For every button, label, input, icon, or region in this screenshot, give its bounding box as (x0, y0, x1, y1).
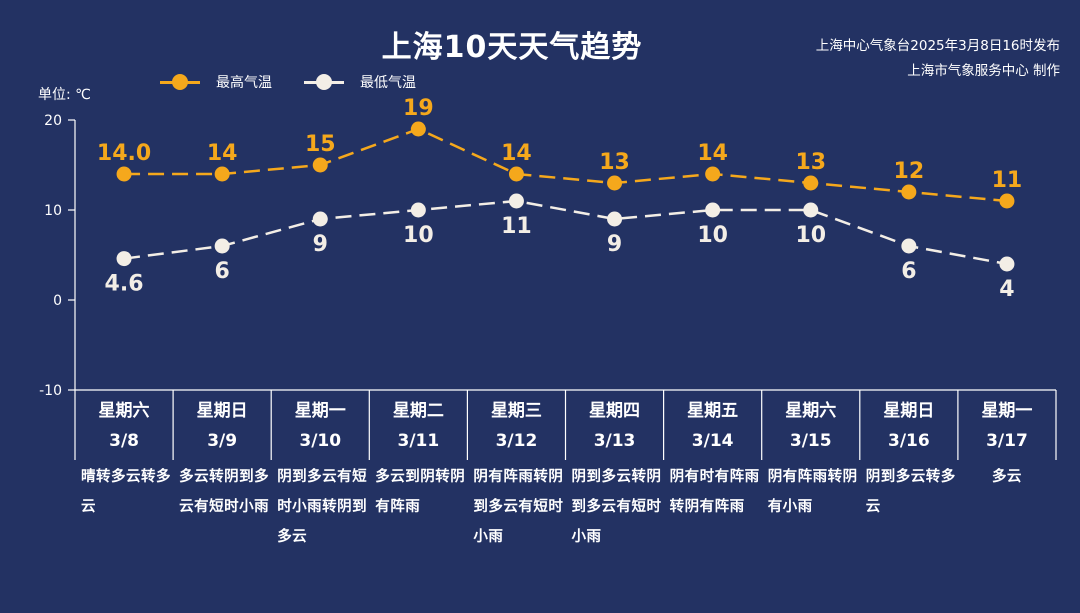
low-temp-line (123, 199, 1008, 266)
publish-time: 上海中心气象台2025年3月8日16时发布 (815, 38, 1060, 54)
data-label: 4 (999, 277, 1014, 302)
data-label: 9 (607, 232, 622, 257)
data-label: 14 (697, 141, 728, 166)
weather-description: 阴到多云转多云 (865, 469, 956, 515)
unit-label: 单位: ℃ (38, 87, 91, 103)
high-temp-line (124, 127, 1008, 203)
data-label: 14 (207, 141, 238, 166)
date-label: 3/13 (593, 431, 636, 451)
low-line-marker-icon (304, 74, 344, 90)
data-label: 10 (403, 223, 434, 248)
data-label: 19 (403, 96, 434, 121)
data-label: 6 (901, 259, 916, 284)
day-cell: 星期二 3/11 (369, 392, 467, 460)
weather-description: 阴到多云转阴到多云有短时小雨 (571, 469, 662, 545)
weekday-label: 星期日 (196, 401, 248, 421)
weather-description: 阴有阵雨转阴到多云有短时小雨 (473, 469, 564, 545)
date-label: 3/14 (691, 431, 734, 451)
producer: 上海市气象服务中心 制作 (907, 63, 1060, 79)
y-tick-label: 0 (53, 293, 62, 309)
data-point[interactable] (901, 184, 917, 200)
weekday-label: 星期六 (98, 401, 150, 421)
date-label: 3/10 (299, 431, 342, 451)
data-label: 10 (795, 223, 826, 248)
date-label: 3/17 (986, 431, 1028, 451)
day-cell: 星期六 3/15 (762, 392, 860, 460)
weekday-label: 星期二 (392, 401, 444, 421)
data-label: 9 (313, 232, 328, 257)
weather-description: 晴转多云转多云 (81, 469, 171, 515)
data-label: 13 (599, 150, 630, 175)
data-point[interactable] (116, 166, 132, 182)
day-cell: 星期一 3/17 (958, 392, 1056, 460)
weekday-label: 星期三 (490, 401, 542, 421)
weekday-label: 星期日 (883, 401, 935, 421)
data-point[interactable] (508, 166, 524, 182)
data-point[interactable] (803, 202, 819, 218)
weather-description: 多云到阴转阴有阵雨 (375, 469, 466, 515)
weather-description: 阴到多云有短时小雨转阴到多云 (277, 469, 368, 545)
data-label: 14 (501, 141, 532, 166)
date-label: 3/15 (789, 431, 832, 451)
weather-description: 多云转阴到多云有短时小雨 (179, 469, 270, 515)
day-cell: 星期一 3/10 (271, 392, 369, 460)
y-tick-label: -10 (39, 383, 62, 399)
legend-label-low: 最低气温 (360, 75, 416, 91)
data-point[interactable] (116, 251, 132, 267)
day-cell: 星期三 3/12 (467, 392, 565, 460)
data-point[interactable] (214, 166, 230, 182)
date-label: 3/9 (207, 431, 238, 451)
chart-title: 上海10天天气趋势 (381, 30, 643, 65)
weekday-label: 星期一 (981, 401, 1033, 421)
weekday-label: 星期四 (589, 401, 641, 421)
data-point[interactable] (410, 121, 426, 137)
legend-item-high[interactable]: 最高气温 (160, 72, 272, 92)
legend-item-low[interactable]: 最低气温 (304, 72, 416, 92)
data-point[interactable] (803, 175, 819, 191)
data-point[interactable] (312, 157, 328, 173)
day-cell: 星期五 3/14 (664, 392, 762, 460)
date-label: 3/8 (109, 431, 139, 451)
data-label: 15 (305, 132, 336, 157)
date-label: 3/11 (397, 431, 440, 451)
data-label: 14.0 (97, 141, 151, 166)
data-point[interactable] (312, 211, 328, 227)
publisher-info: 上海中心气象台2025年3月8日16时发布 上海市气象服务中心 制作 (816, 34, 1060, 84)
data-point[interactable] (705, 166, 721, 182)
data-point[interactable] (607, 211, 623, 227)
weather-description: 阴有阵雨转阴有小雨 (767, 469, 858, 515)
date-label: 3/16 (887, 431, 930, 451)
data-label: 4.6 (105, 272, 144, 297)
weather-description: 多云 (991, 469, 1022, 485)
data-point[interactable] (999, 256, 1015, 272)
weekday-label: 星期六 (785, 401, 837, 421)
data-label: 11 (501, 214, 532, 239)
data-label: 10 (697, 223, 728, 248)
data-label: 12 (894, 159, 925, 184)
day-cell: 星期日 3/16 (860, 392, 958, 460)
data-point[interactable] (214, 238, 230, 254)
data-point[interactable] (999, 193, 1015, 209)
day-cell: 星期四 3/13 (566, 392, 664, 460)
data-label: 6 (214, 259, 229, 284)
data-label: 13 (795, 150, 826, 175)
y-tick-label: 10 (44, 203, 62, 219)
high-line-marker-icon (160, 74, 200, 90)
weekday-label: 星期一 (294, 401, 346, 421)
day-cell: 星期六 3/8 (75, 392, 173, 460)
legend-label-high: 最高气温 (216, 75, 272, 91)
weather-description: 阴有时有阵雨转阴有阵雨 (669, 469, 760, 515)
data-label: 11 (992, 168, 1023, 193)
day-cell: 星期日 3/9 (173, 392, 271, 460)
data-point[interactable] (901, 238, 917, 254)
data-point[interactable] (607, 175, 623, 191)
data-point[interactable] (705, 202, 721, 218)
data-point[interactable] (508, 193, 524, 209)
y-tick-label: 20 (44, 113, 62, 129)
date-label: 3/12 (495, 431, 538, 451)
weekday-label: 星期五 (687, 401, 739, 421)
chart-legend: 最高气温 最低气温 (160, 72, 448, 92)
data-point[interactable] (410, 202, 426, 218)
